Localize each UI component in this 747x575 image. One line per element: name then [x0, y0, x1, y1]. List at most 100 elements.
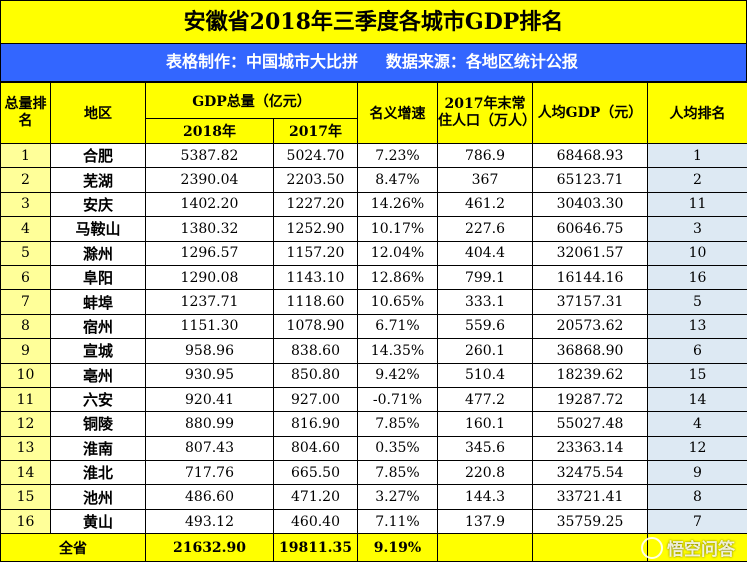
gdp-2017-cell: 927.00	[273, 386, 358, 413]
rank-cell: 1	[0, 142, 51, 169]
population-cell: 799.1	[437, 264, 533, 291]
growth-cell: 3.27%	[357, 484, 438, 510]
population-cell: 404.4	[437, 240, 533, 266]
total-population	[437, 533, 533, 563]
per-capita-rank-cell: 8	[647, 484, 747, 510]
per-capita-cell: 33721.41	[532, 484, 648, 510]
population-cell: 220.8	[437, 460, 533, 486]
gdp-2017-cell: 460.40	[273, 508, 358, 535]
rank-cell: 13	[0, 435, 51, 462]
table-title: 安徽省2018年三季度各城市GDP排名	[0, 0, 747, 44]
population-cell: 160.1	[437, 411, 533, 437]
growth-cell: 8.47%	[357, 167, 438, 193]
rank-cell: 15	[0, 484, 51, 510]
region-cell: 阜阳	[50, 264, 146, 291]
gdp-2017-cell: 5024.70	[273, 142, 358, 169]
growth-cell: 7.85%	[357, 460, 438, 486]
per-capita-rank-cell: 6	[647, 338, 747, 364]
rank-cell: 12	[0, 411, 51, 437]
header-row-years: 2018年 2017年	[1, 118, 747, 144]
gdp-2017-cell: 1227.20	[273, 191, 358, 218]
header-2018: 2018年	[145, 118, 274, 144]
region-cell: 滁州	[50, 240, 146, 266]
growth-cell: 0.35%	[357, 435, 438, 462]
region-cell: 安庆	[50, 191, 146, 218]
table-row: 11 六安 920.41 927.00 -0.71% 477.2 19287.72 14	[0, 386, 747, 413]
population-cell: 144.3	[437, 484, 533, 510]
per-capita-cell: 16144.16	[532, 264, 648, 291]
gdp-2018-cell: 486.60	[145, 484, 274, 510]
per-capita-rank-cell: 12	[647, 435, 747, 462]
population-cell: 367	[437, 167, 533, 193]
header-row: 总量排名 地区 GDP总量（亿元） 名义增速 2017年末常住人口（万人） 人均…	[0, 82, 747, 144]
per-capita-cell: 32475.54	[532, 460, 648, 486]
growth-cell: -0.71%	[357, 386, 438, 413]
per-capita-cell: 36868.90	[532, 338, 648, 364]
population-cell: 477.2	[437, 386, 533, 413]
population-cell: 510.4	[437, 362, 533, 388]
per-capita-rank-cell: 4	[647, 411, 747, 437]
growth-cell: 6.71%	[357, 313, 438, 340]
rank-cell: 10	[0, 362, 51, 388]
per-capita-rank-cell: 14	[647, 386, 747, 413]
table-row: 1 合肥 5387.82 5024.70 7.23% 786.9 68468.93 1	[0, 142, 747, 169]
table-row: 12 铜陵 880.99 816.90 7.85% 160.1 55027.48 4	[0, 411, 747, 437]
gdp-2018-cell: 1237.71	[145, 289, 274, 315]
header-gdp: GDP总量（亿元）	[145, 82, 358, 119]
gdp-2017-cell: 1118.60	[273, 289, 358, 315]
rank-cell: 2	[0, 167, 51, 193]
growth-cell: 7.11%	[357, 508, 438, 535]
per-capita-cell: 55027.48	[532, 411, 648, 437]
gdp-2017-cell: 838.60	[273, 338, 358, 364]
gdp-2017-cell: 816.90	[273, 411, 358, 437]
growth-cell: 10.17%	[357, 216, 438, 242]
per-capita-rank-cell: 15	[647, 362, 747, 388]
per-capita-cell: 18239.62	[532, 362, 648, 388]
total-gdp-2018: 21632.90	[145, 533, 274, 563]
gdp-2018-cell: 930.95	[145, 362, 274, 388]
per-capita-cell: 32061.57	[532, 240, 648, 266]
region-cell: 宣城	[50, 338, 146, 364]
table-row: 10 亳州 930.95 850.80 9.42% 510.4 18239.62 15	[0, 362, 747, 388]
table-row: 9 宣城 958.96 838.60 14.35% 260.1 36868.90 6	[0, 338, 747, 364]
rank-cell: 9	[0, 338, 51, 364]
region-cell: 六安	[50, 386, 146, 413]
header-region: 地区	[50, 82, 146, 144]
gdp-2018-cell: 1380.32	[145, 216, 274, 242]
gdp-2017-cell: 1252.90	[273, 216, 358, 242]
table-row: 5 滁州 1296.57 1157.20 12.04% 404.4 32061.57 10	[0, 240, 747, 266]
per-capita-rank-cell: 5	[647, 289, 747, 315]
population-cell: 345.6	[437, 435, 533, 462]
growth-cell: 7.85%	[357, 411, 438, 437]
growth-cell: 14.35%	[357, 338, 438, 364]
gdp-2017-cell: 471.20	[273, 484, 358, 510]
header-population: 2017年末常住人口（万人）	[437, 82, 533, 144]
table-row: 2 芜湖 2390.04 2203.50 8.47% 367 65123.71 2	[0, 167, 747, 193]
table-row: 13 淮南 807.43 804.60 0.35% 345.6 23363.14 12	[0, 435, 747, 462]
per-capita-cell: 65123.71	[532, 167, 648, 193]
region-cell: 蚌埠	[50, 289, 146, 315]
gdp-2018-cell: 920.41	[145, 386, 274, 413]
population-cell: 333.1	[437, 289, 533, 315]
per-capita-cell: 35759.25	[532, 508, 648, 535]
header-2017: 2017年	[273, 118, 358, 144]
rank-cell: 16	[0, 508, 51, 535]
total-gdp-2017: 19811.35	[273, 533, 358, 563]
rank-cell: 14	[0, 460, 51, 486]
rank-cell: 5	[0, 240, 51, 266]
per-capita-rank-cell: 9	[647, 460, 747, 486]
table-row: 16 黄山 493.12 460.40 7.11% 137.9 35759.25 7	[0, 508, 747, 535]
population-cell: 461.2	[437, 191, 533, 218]
gdp-2018-cell: 807.43	[145, 435, 274, 462]
growth-cell: 10.65%	[357, 289, 438, 315]
total-growth: 9.19%	[357, 533, 438, 563]
population-cell: 137.9	[437, 508, 533, 535]
gdp-2018-cell: 880.99	[145, 411, 274, 437]
rank-cell: 6	[0, 264, 51, 291]
region-cell: 芜湖	[50, 167, 146, 193]
population-cell: 786.9	[437, 142, 533, 169]
total-row: 全省 21632.90 19811.35 9.19%	[0, 533, 747, 563]
population-cell: 559.6	[437, 313, 533, 340]
gdp-2018-cell: 717.76	[145, 460, 274, 486]
table-row: 6 阜阳 1290.08 1143.10 12.86% 799.1 16144.16 16	[0, 264, 747, 291]
